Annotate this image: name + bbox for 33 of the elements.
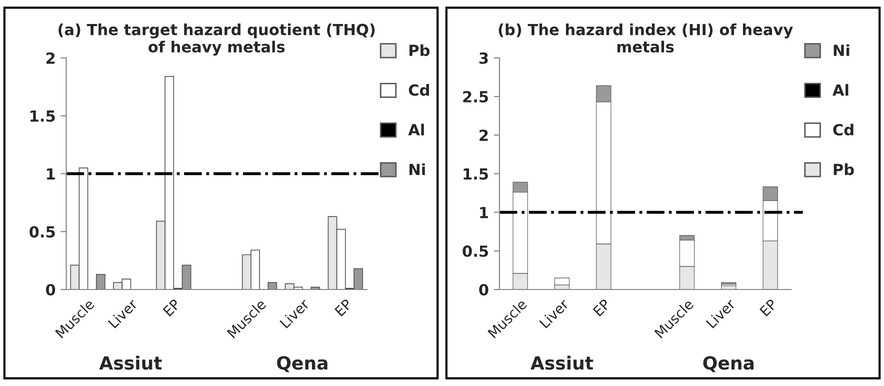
y-tick-label: 1.5 bbox=[30, 110, 55, 122]
bar bbox=[554, 278, 570, 286]
y-tick-label: 2.5 bbox=[463, 90, 488, 103]
legend-label: Cd bbox=[408, 84, 429, 96]
y-tick-label: 0 bbox=[479, 284, 488, 296]
legend-label: Pb bbox=[834, 163, 854, 176]
legend-label: Ni bbox=[410, 163, 425, 175]
x-tick-label: EP bbox=[759, 298, 778, 316]
chart-title: (a) The target hazard quotient (THQ) of heavy metals bbox=[58, 24, 375, 56]
text: Assiut bbox=[99, 356, 162, 370]
legend-label: Ni bbox=[834, 44, 850, 56]
y-tick-label: 0 bbox=[46, 284, 56, 296]
text: Qena bbox=[703, 356, 754, 372]
legend-label: Pb bbox=[410, 44, 430, 56]
legend-label: Cd bbox=[833, 124, 854, 136]
text: Assiut bbox=[530, 356, 594, 370]
x-tick-label: EP bbox=[162, 298, 181, 316]
y-tick-label: 0.5 bbox=[30, 226, 55, 238]
y-tick-label: 2 bbox=[46, 52, 55, 64]
legend-label: Al bbox=[832, 84, 848, 96]
text: Qena bbox=[277, 356, 328, 372]
bar bbox=[268, 282, 278, 290]
y-tick-label: 1.5 bbox=[464, 168, 488, 180]
legend-label: Al bbox=[408, 124, 424, 136]
y-tick-label: 2 bbox=[480, 130, 488, 141]
bar bbox=[96, 274, 106, 290]
y-tick-label: 1 bbox=[46, 168, 55, 180]
x-tick-label: EP bbox=[592, 298, 611, 316]
y-tick-label: 1 bbox=[480, 206, 488, 218]
x-tick-label: EP bbox=[334, 298, 353, 316]
y-tick-label: 3 bbox=[479, 52, 488, 64]
y-tick-label: 0.5 bbox=[462, 245, 488, 257]
chart-title: (b) The hazard index (HI) of heavy metals bbox=[498, 24, 793, 53]
